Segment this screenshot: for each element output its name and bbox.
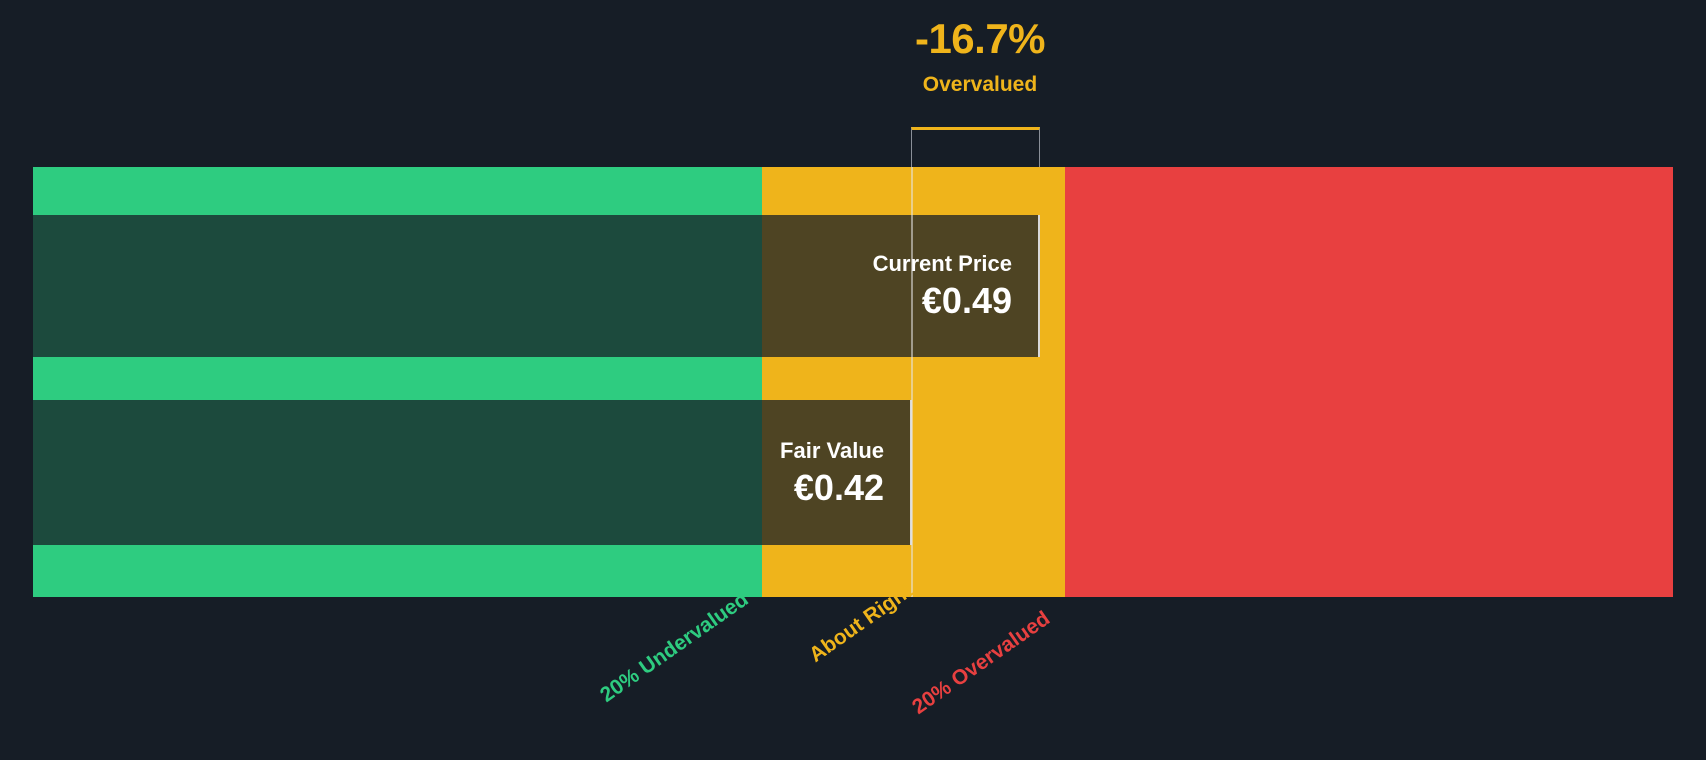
fair-value-bar: Fair Value €0.42 bbox=[33, 400, 912, 545]
axis-label-overvalued: 20% Overvalued bbox=[908, 606, 1055, 719]
valuation-percent: -16.7% bbox=[914, 15, 1046, 62]
valuation-status: Overvalued bbox=[922, 73, 1038, 96]
current-price-value: €0.49 bbox=[921, 280, 1012, 322]
current-price-guideline bbox=[911, 167, 913, 597]
current-price-label: Current Price bbox=[872, 251, 1012, 276]
current-price-bar: Current Price €0.49 bbox=[33, 215, 1040, 357]
zone-overvalued bbox=[1065, 167, 1673, 597]
fair-value-label: Fair Value bbox=[780, 437, 884, 463]
plot-area: Current Price €0.49 Fair Value €0.42 bbox=[33, 167, 1673, 597]
fair-value-value: €0.42 bbox=[793, 466, 884, 508]
axis-label-undervalued: 20% Undervalued bbox=[596, 587, 753, 707]
